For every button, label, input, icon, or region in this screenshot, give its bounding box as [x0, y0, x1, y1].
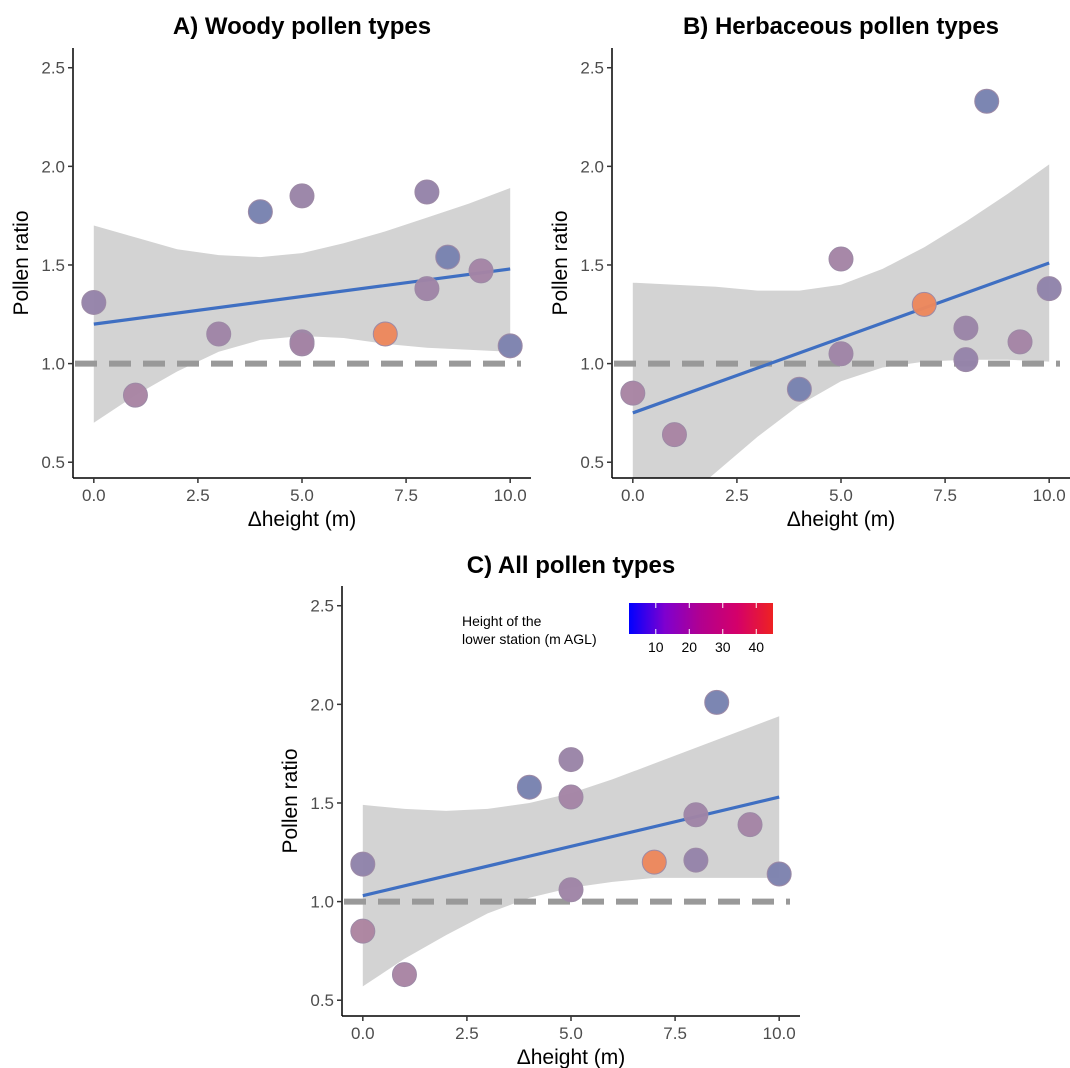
data-point — [953, 315, 979, 341]
confidence-band — [362, 716, 780, 987]
legend-tick-label: 10 — [648, 639, 664, 655]
data-point — [558, 784, 584, 810]
y-tick-label: 1.5 — [41, 256, 65, 275]
y-axis-label: Pollen ratio — [549, 210, 572, 315]
y-tick-label: 2.5 — [580, 59, 604, 78]
y-axis-label: Pollen ratio — [10, 210, 33, 315]
x-tick-label: 5.0 — [829, 486, 853, 505]
data-point — [828, 341, 854, 367]
panel-c: C) All pollen types 0.5 1.0 1.5 2.0 2.5 0.0 2.5… — [279, 552, 800, 1068]
data-point — [81, 289, 107, 315]
data-point — [468, 258, 494, 284]
data-point — [558, 747, 584, 773]
data-point — [786, 376, 812, 402]
data-point — [350, 918, 376, 944]
data-point — [558, 877, 584, 903]
legend-tick-label: 30 — [715, 639, 731, 655]
y-tick-label: 0.5 — [41, 453, 65, 472]
data-point — [704, 689, 730, 715]
data-point — [737, 812, 763, 838]
x-tick-label: 10.0 — [494, 486, 527, 505]
panel-a: A) Woody pollen types 0.5 1.0 1.5 2.0 2.5 0.0 2… — [10, 13, 531, 531]
data-point — [350, 851, 376, 877]
x-tick-label: 7.5 — [933, 486, 957, 505]
data-point — [911, 291, 937, 317]
x-tick-label: 2.5 — [455, 1024, 479, 1043]
data-point — [683, 847, 709, 873]
x-tick-label: 0.0 — [82, 486, 106, 505]
y-axis-label: Pollen ratio — [279, 748, 302, 853]
data-point — [414, 179, 440, 205]
data-point — [661, 422, 687, 448]
data-point — [497, 333, 523, 359]
x-tick-label: 0.0 — [351, 1024, 375, 1043]
regression-line — [632, 261, 1050, 415]
legend-title-line-1: Height of the — [462, 613, 542, 629]
x-tick-label: 7.5 — [663, 1024, 687, 1043]
panel-title: C) All pollen types — [467, 552, 675, 579]
y-tick-label: 0.5 — [310, 991, 334, 1010]
x-tick-label: 7.5 — [394, 486, 418, 505]
y-tick-label: 2.5 — [310, 597, 334, 616]
legend-title-line-2: lower station (m AGL) — [462, 631, 597, 647]
x-axis-label: Δheight (m) — [517, 1046, 626, 1068]
y-tick-label: 1.5 — [310, 794, 334, 813]
data-point — [953, 347, 979, 373]
data-point — [435, 244, 461, 270]
x-tick-label: 5.0 — [559, 1024, 583, 1043]
regression-line — [93, 267, 511, 326]
data-point — [516, 774, 542, 800]
data-points — [620, 88, 1062, 448]
data-point — [391, 962, 417, 988]
x-tick-label: 10.0 — [1033, 486, 1066, 505]
data-point — [289, 331, 315, 357]
data-point — [828, 246, 854, 272]
data-point — [620, 380, 646, 406]
data-point — [289, 183, 315, 209]
data-point — [1007, 329, 1033, 355]
y-tick-label: 1.0 — [310, 893, 334, 912]
data-point — [372, 321, 398, 347]
x-axis-label: Δheight (m) — [787, 508, 896, 531]
y-tick-label: 0.5 — [580, 453, 604, 472]
y-tick-label: 1.5 — [580, 256, 604, 275]
x-tick-label: 5.0 — [290, 486, 314, 505]
panel-b: B) Herbaceous pollen types 0.5 1.0 1.5 2.0 2.… — [549, 13, 1070, 531]
y-tick-label: 2.5 — [41, 59, 65, 78]
data-point — [122, 382, 148, 408]
confidence-band — [93, 188, 511, 423]
y-tick-label: 2.0 — [41, 157, 65, 176]
data-point — [641, 849, 667, 875]
data-points — [81, 179, 523, 408]
x-tick-label: 10.0 — [763, 1024, 796, 1043]
y-tick-label: 2.0 — [310, 695, 334, 714]
x-axis-label: Δheight (m) — [248, 508, 357, 531]
data-point — [1036, 276, 1062, 302]
x-tick-label: 2.5 — [186, 486, 210, 505]
data-point — [414, 276, 440, 302]
regression-line — [362, 795, 780, 898]
x-tick-label: 0.0 — [621, 486, 645, 505]
data-point — [683, 802, 709, 828]
x-tick-label: 2.5 — [725, 486, 749, 505]
data-point — [247, 199, 273, 225]
y-tick-label: 2.0 — [580, 157, 604, 176]
legend-tick-label: 20 — [681, 639, 697, 655]
data-point — [206, 321, 232, 347]
data-point — [766, 861, 792, 887]
legend-colorbar — [629, 603, 773, 634]
data-point — [974, 88, 1000, 114]
y-tick-label: 1.0 — [41, 355, 65, 374]
legend-tick-label: 40 — [748, 639, 764, 655]
panel-title: B) Herbaceous pollen types — [683, 13, 999, 40]
data-points — [350, 689, 792, 988]
panel-title: A) Woody pollen types — [173, 13, 431, 40]
legend: Height of the lower station (m AGL) 10 20 30… — [462, 603, 773, 655]
y-tick-label: 1.0 — [580, 355, 604, 374]
confidence-band — [632, 164, 1050, 478]
